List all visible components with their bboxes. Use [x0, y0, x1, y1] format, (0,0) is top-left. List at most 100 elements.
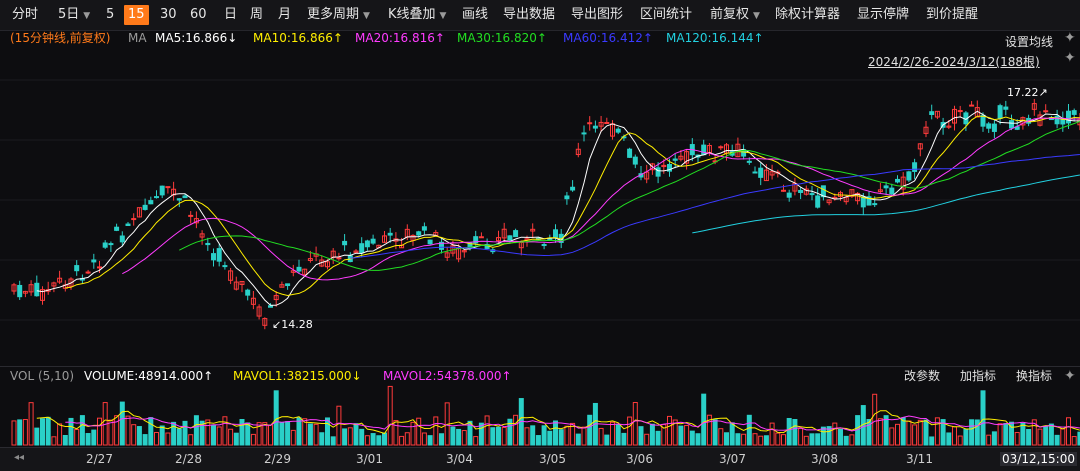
range-stats-button[interactable]: 区间统计 — [640, 7, 693, 22]
candlestick — [564, 191, 570, 205]
tab-5min[interactable]: 5 — [106, 7, 115, 22]
candlestick — [969, 101, 975, 107]
show-suspension-button[interactable]: 显示停牌 — [857, 7, 910, 22]
tab-intraday[interactable]: 分时 — [12, 7, 39, 22]
volume-bar — [655, 430, 661, 446]
volume-chart[interactable] — [0, 365, 1080, 447]
pin-icon[interactable]: ✦ — [1064, 50, 1076, 66]
volume-bar — [501, 427, 507, 446]
add-indicator-button[interactable]: 加指标 — [960, 369, 997, 383]
volume-bar — [216, 426, 222, 446]
candlestick — [655, 162, 661, 184]
volume-bar — [57, 423, 63, 446]
volume-bar — [712, 419, 718, 446]
volume-bar — [125, 415, 131, 446]
adjust-mode-button[interactable]: 前复权 ▼ — [710, 5, 760, 25]
candlestick — [592, 120, 598, 133]
candlestick-chart[interactable] — [0, 30, 1080, 365]
draw-line-button[interactable]: 画线 — [462, 7, 489, 22]
switch-indicator-button[interactable]: 换指标 — [1016, 369, 1053, 383]
volume-bar — [325, 417, 330, 446]
candlestick — [165, 186, 171, 194]
volume-bar — [245, 422, 251, 446]
more-periods-button[interactable]: 更多周期 ▼ — [307, 5, 370, 25]
volume-bar — [701, 393, 707, 446]
volume-bar — [849, 434, 855, 446]
candlestick — [125, 221, 131, 226]
export-data-button[interactable]: 导出数据 — [503, 7, 556, 22]
volume-bar — [68, 417, 74, 446]
volume-ma-lines — [36, 410, 1080, 435]
volume-bar — [872, 393, 878, 446]
candlestick — [45, 281, 51, 295]
volume-bar — [421, 432, 427, 446]
candlestick — [518, 240, 524, 256]
volume-bar — [188, 434, 194, 446]
volume-bar — [17, 419, 23, 446]
volume-bar — [461, 430, 467, 446]
candlestick — [980, 112, 986, 132]
price-gridlines — [0, 79, 1080, 321]
volume-bar — [222, 416, 228, 446]
volume-bar — [798, 427, 804, 446]
candlestick — [85, 269, 91, 275]
volume-bar — [40, 418, 45, 446]
volume-bar — [820, 426, 826, 446]
candlestick — [102, 240, 108, 249]
candlestick — [74, 260, 80, 276]
candlestick — [900, 172, 906, 196]
volume-bar — [62, 435, 68, 446]
tab-60min[interactable]: 60 — [190, 7, 207, 22]
candlestick — [34, 275, 40, 297]
volume-bar — [895, 423, 900, 446]
tab-15min[interactable]: 15 — [124, 5, 149, 25]
price-alert-button[interactable]: 到价提醒 — [926, 7, 979, 22]
x-tick-label: 3/08 — [811, 452, 838, 466]
volume-bar — [456, 428, 462, 446]
set-ma-link[interactable]: 设置均线 — [1005, 35, 1054, 49]
volume-bar — [581, 426, 587, 446]
volume-bar — [342, 428, 348, 446]
x-tick-label: 2/28 — [175, 452, 202, 466]
volume-bar — [598, 427, 604, 446]
candlestick — [1009, 114, 1014, 131]
candlestick — [627, 147, 633, 158]
pin-icon[interactable]: ✦ — [1064, 368, 1076, 384]
candlestick — [758, 163, 764, 186]
kline-overlay-button[interactable]: K线叠加 ▼ — [388, 5, 446, 25]
volume-bar — [558, 429, 564, 446]
candlestick — [347, 252, 353, 263]
volume-bar — [490, 427, 496, 446]
scroll-left-icon[interactable]: ◂◂ — [14, 452, 25, 463]
volume-bar — [296, 417, 302, 446]
volume-bar — [1048, 423, 1054, 446]
tab-5day[interactable]: 5日 ▼ — [58, 5, 90, 25]
volume-bar — [193, 415, 199, 446]
export-chart-button[interactable]: 导出图形 — [571, 7, 624, 22]
volume-bar — [478, 422, 484, 446]
tab-month[interactable]: 月 — [278, 7, 292, 22]
candlestick — [684, 149, 690, 170]
volume-bar — [570, 422, 576, 446]
tab-30min[interactable]: 30 — [160, 7, 177, 22]
candlestick — [142, 198, 148, 211]
candlestick — [250, 290, 256, 310]
ex-rights-calculator-button[interactable]: 除权计算器 — [775, 7, 841, 22]
candlestick — [427, 239, 433, 245]
tab-week[interactable]: 周 — [250, 7, 264, 22]
candlestick — [570, 180, 576, 192]
change-params-button[interactable]: 改参数 — [904, 369, 941, 383]
volume-bars — [11, 385, 1080, 446]
current-time-label: 03/12,15:00 — [1000, 452, 1077, 466]
x-tick-label: 3/01 — [356, 452, 383, 466]
pin-icon[interactable]: ✦ — [1064, 30, 1076, 46]
volume-bar — [313, 423, 319, 446]
candlestick — [11, 282, 17, 295]
tab-day[interactable]: 日 — [224, 7, 238, 22]
candlestick — [923, 120, 929, 138]
candlestick — [507, 235, 513, 244]
chevron-down-icon: ▼ — [439, 11, 447, 21]
volume-bar — [473, 436, 479, 446]
volume-bar — [781, 434, 786, 446]
volume-bar — [410, 421, 416, 446]
